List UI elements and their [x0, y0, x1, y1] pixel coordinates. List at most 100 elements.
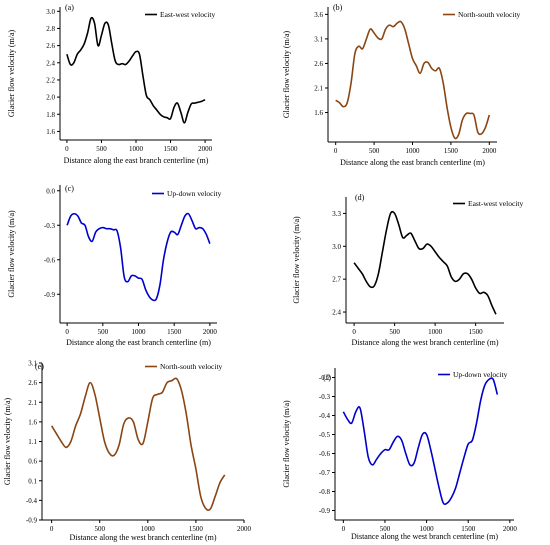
- x-tick-label: 2000: [203, 328, 218, 336]
- y-tick-label: -0.8: [319, 488, 331, 496]
- x-axis-label: Distance along the west branch centerlin…: [351, 532, 498, 541]
- y-tick-label: -0.6: [44, 256, 56, 264]
- x-axis-label: Distance along the east branch centerlin…: [64, 156, 209, 165]
- y-tick-label: 0.1: [28, 477, 37, 485]
- x-axis-label: Distance along the east branch centerlin…: [66, 338, 211, 347]
- x-axis-label: Distance along the west branch centerlin…: [351, 338, 498, 347]
- y-tick-label: 2.7: [332, 276, 341, 284]
- series-line: [50, 377, 226, 511]
- x-axis-label: Distance along the west branch centerlin…: [69, 533, 216, 542]
- x-tick-label: 500: [98, 328, 109, 336]
- x-tick-label: 1000: [420, 525, 435, 533]
- y-tick-label: 0.6: [28, 458, 37, 466]
- x-tick-label: 1000: [141, 525, 156, 533]
- y-axis-label: Glacier flow velocity (m/a): [7, 210, 16, 298]
- y-tick-label: 0.0: [46, 187, 55, 195]
- y-tick-label: -0.4: [26, 497, 38, 505]
- y-tick-label: -0.2: [319, 374, 331, 382]
- y-tick-label: 2.0: [46, 94, 55, 102]
- series-line: [353, 210, 497, 315]
- x-tick-label: 500: [96, 145, 107, 153]
- y-tick-label: 2.6: [28, 379, 37, 387]
- x-tick-label: 0: [342, 525, 346, 533]
- y-tick-label: -0.7: [319, 469, 331, 477]
- y-tick-label: 2.1: [28, 399, 37, 407]
- x-tick-label: 1500: [444, 147, 459, 155]
- y-tick-label: -0.9: [44, 291, 56, 299]
- x-tick-label: 1500: [164, 145, 179, 153]
- x-tick-label: 1500: [469, 328, 484, 336]
- y-tick-label: -0.5: [319, 431, 331, 439]
- legend-label: East-west velocity: [468, 199, 523, 208]
- y-tick-label: 2.6: [314, 60, 323, 68]
- y-tick-label: 3.6: [314, 11, 323, 19]
- x-axis-label: Distance along the east branch centerlin…: [340, 158, 485, 167]
- y-axis-label: Glacier flow velocity (m/a): [292, 216, 301, 304]
- y-tick-label: -0.3: [319, 393, 331, 401]
- y-tick-label: 3.0: [46, 8, 55, 16]
- y-tick-label: -0.3: [44, 222, 56, 230]
- series-line: [335, 20, 491, 140]
- y-tick-label: 1.8: [46, 111, 55, 119]
- y-tick-label: -0.6: [319, 450, 331, 458]
- y-tick-label: 3.1: [28, 360, 37, 368]
- panel-label: (a): [65, 3, 74, 12]
- series-line: [66, 16, 206, 124]
- x-tick-label: 2000: [237, 525, 252, 533]
- y-tick-label: 1.6: [28, 418, 37, 426]
- x-tick-label: 500: [94, 525, 105, 533]
- panel-label: (e): [35, 362, 44, 371]
- x-tick-label: 1500: [461, 525, 476, 533]
- x-tick-label: 500: [380, 525, 391, 533]
- x-tick-label: 1000: [132, 328, 147, 336]
- y-tick-label: 2.6: [46, 42, 55, 50]
- y-axis-label: Glacier flow velocity (m/a): [3, 398, 12, 486]
- x-tick-label: 0: [65, 328, 69, 336]
- x-tick-label: 2000: [198, 145, 213, 153]
- y-tick-label: -0.4: [319, 412, 331, 420]
- panel-b: 0 500 1000 1500 2000 1.6 2.1 2.6 3.1 3.6 Distance …: [282, 3, 521, 167]
- panel-d: 0 500 1000 1500 2.4 2.7 3.0 3.3 Distance along t…: [292, 193, 523, 347]
- legend-label: North-south velocity: [160, 362, 223, 371]
- y-axis-label: Glacier flow velocity (m/a): [282, 400, 291, 488]
- panel-label: (f): [323, 373, 331, 382]
- x-tick-label: 1000: [406, 147, 421, 155]
- panel-label: (d): [355, 193, 365, 202]
- series-line: [66, 212, 211, 302]
- panel-label: (c): [65, 184, 74, 193]
- y-tick-label: 2.1: [314, 85, 323, 93]
- legend-label: Up-down velocity: [167, 189, 222, 198]
- y-tick-label: 1.6: [46, 128, 55, 136]
- panel-f: 0 500 1000 1500 2000 -0.9 -0.8 -0.7 -0.6 -0.5 -0.4…: [282, 368, 518, 541]
- y-tick-label: 3.0: [332, 243, 341, 251]
- y-tick-label: 1.6: [314, 109, 323, 117]
- x-tick-label: 1500: [189, 525, 204, 533]
- series-line: [342, 377, 499, 506]
- x-tick-label: 500: [369, 147, 380, 155]
- x-tick-label: 0: [65, 145, 69, 153]
- y-tick-label: 2.8: [46, 25, 55, 33]
- y-axis-label: Glacier flow velocity (m/a): [7, 30, 16, 118]
- y-tick-label: 1.1: [28, 438, 37, 446]
- x-tick-label: 0: [334, 147, 338, 155]
- y-tick-label: -0.9: [319, 507, 331, 515]
- y-tick-label: 2.2: [46, 76, 55, 84]
- x-tick-label: 2000: [482, 147, 497, 155]
- y-tick-label: 3.1: [314, 35, 323, 43]
- panel-a: 0 500 1000 1500 2000 1.6 1.8 2.0 2.2 2.4 2.6 2.8 3.0…: [7, 3, 215, 165]
- legend-label: East-west velocity: [160, 10, 215, 19]
- x-tick-label: 1000: [129, 145, 144, 153]
- y-tick-label: 2.4: [46, 59, 55, 67]
- x-tick-label: 0: [50, 525, 54, 533]
- panel-label: (b): [333, 3, 343, 12]
- x-tick-label: 0: [352, 328, 356, 336]
- legend-label: North-south velocity: [458, 10, 521, 19]
- x-tick-label: 500: [389, 328, 400, 336]
- panel-e: 0 500 1000 1500 2000 -0.9 -0.4 0.1 0.6 1.1 1.6 2.1 2…: [3, 360, 252, 543]
- x-tick-label: 2000: [503, 525, 518, 533]
- panel-c: 0 500 1000 1500 2000 -0.9 -0.6 -0.3 0.0 Distance …: [7, 184, 222, 347]
- y-tick-label: -0.9: [26, 517, 38, 525]
- y-tick-label: 3.3: [332, 210, 341, 218]
- y-tick-label: 2.4: [332, 309, 341, 317]
- x-tick-label: 1000: [428, 328, 443, 336]
